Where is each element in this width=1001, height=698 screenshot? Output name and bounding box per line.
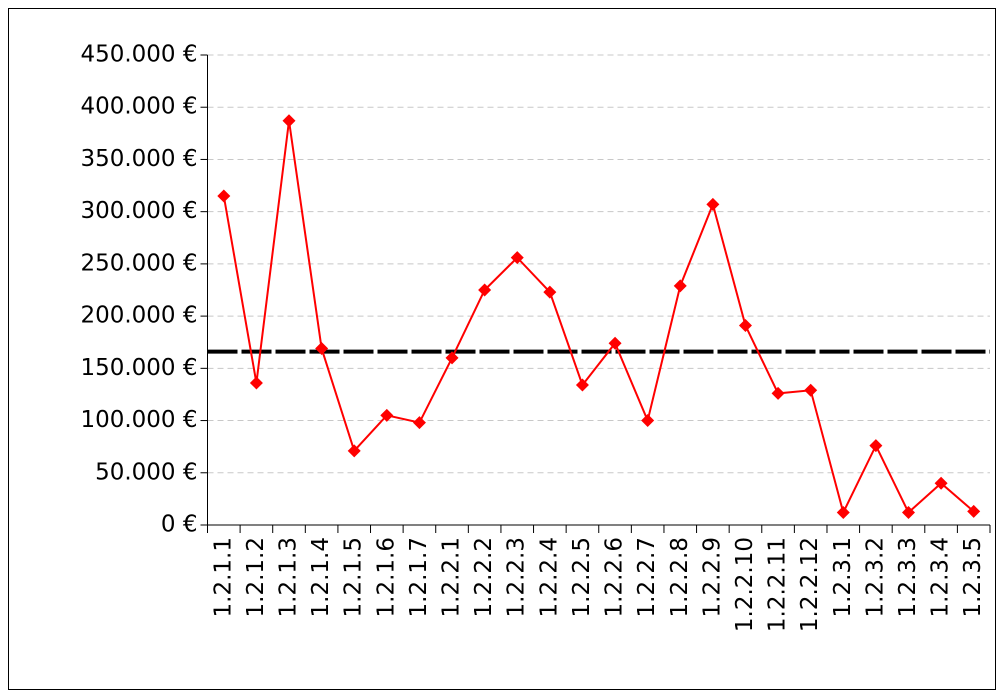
y-tick-label: 450.000 € bbox=[80, 42, 197, 68]
y-tick-label: 100.000 € bbox=[80, 407, 197, 433]
data-point bbox=[738, 319, 752, 333]
x-tick-label: 1.2.2.11 bbox=[765, 537, 791, 632]
x-tick-label: 1.2.2.7 bbox=[634, 537, 660, 617]
x-tick-label: 1.2.2.4 bbox=[536, 537, 562, 617]
chart-border bbox=[8, 8, 996, 690]
x-tick-label: 1.2.2.2 bbox=[471, 537, 497, 617]
data-point bbox=[543, 285, 557, 299]
series-line bbox=[222, 120, 975, 516]
data-point bbox=[510, 251, 524, 265]
y-tick-label: 300.000 € bbox=[80, 198, 197, 224]
data-point bbox=[282, 114, 296, 128]
x-tick-label: 1.2.2.12 bbox=[797, 537, 823, 632]
data-point bbox=[771, 386, 785, 400]
x-tick-label: 1.2.2.10 bbox=[732, 537, 758, 632]
data-point bbox=[869, 439, 883, 453]
y-tick-label: 150.000 € bbox=[80, 355, 197, 381]
x-tick-label: 1.2.2.9 bbox=[699, 537, 725, 617]
x-tick-label: 1.2.1.1 bbox=[210, 537, 236, 617]
x-tick-label: 1.2.2.1 bbox=[439, 537, 465, 617]
data-point bbox=[380, 408, 394, 422]
x-tick-label: 1.2.2.5 bbox=[569, 537, 595, 617]
x-tick-label: 1.2.2.3 bbox=[504, 537, 530, 617]
y-tick-label: 200.000 € bbox=[80, 303, 197, 329]
data-point bbox=[347, 444, 361, 458]
data-point bbox=[608, 336, 622, 350]
data-point bbox=[934, 476, 948, 490]
x-tick-label: 1.2.2.8 bbox=[667, 537, 693, 617]
data-point bbox=[478, 283, 492, 297]
y-tick-label: 0 € bbox=[161, 512, 198, 538]
data-point bbox=[967, 504, 981, 518]
y-tick-label: 50.000 € bbox=[95, 459, 197, 485]
data-point bbox=[706, 197, 720, 211]
data-point bbox=[641, 414, 655, 428]
y-tick-label: 350.000 € bbox=[80, 146, 197, 172]
data-point bbox=[249, 376, 263, 390]
x-tick-label: 1.2.1.5 bbox=[341, 537, 367, 617]
x-tick-label: 1.2.1.2 bbox=[243, 537, 269, 617]
x-tick-label: 1.2.3.1 bbox=[830, 537, 856, 617]
x-tick-label: 1.2.1.7 bbox=[406, 537, 432, 617]
x-tick-label: 1.2.1.4 bbox=[308, 537, 334, 617]
data-point bbox=[412, 416, 426, 430]
data-point bbox=[315, 341, 329, 355]
x-tick-label: 1.2.3.4 bbox=[928, 537, 954, 617]
data-point bbox=[673, 279, 687, 293]
data-point bbox=[445, 351, 459, 365]
x-tick-label: 1.2.3.2 bbox=[862, 537, 888, 617]
data-point bbox=[804, 383, 818, 397]
data-point bbox=[836, 505, 850, 519]
data-point bbox=[575, 378, 589, 392]
y-tick-label: 400.000 € bbox=[80, 94, 197, 120]
x-tick-label: 1.2.1.3 bbox=[276, 537, 302, 617]
x-tick-label: 1.2.3.5 bbox=[960, 537, 986, 617]
x-tick-label: 1.2.1.6 bbox=[373, 537, 399, 617]
x-tick-label: 1.2.2.6 bbox=[602, 537, 628, 617]
x-tick-label: 1.2.3.3 bbox=[895, 537, 921, 617]
y-tick-label: 250.000 € bbox=[80, 250, 197, 276]
data-point bbox=[217, 189, 231, 203]
data-point bbox=[901, 505, 915, 519]
